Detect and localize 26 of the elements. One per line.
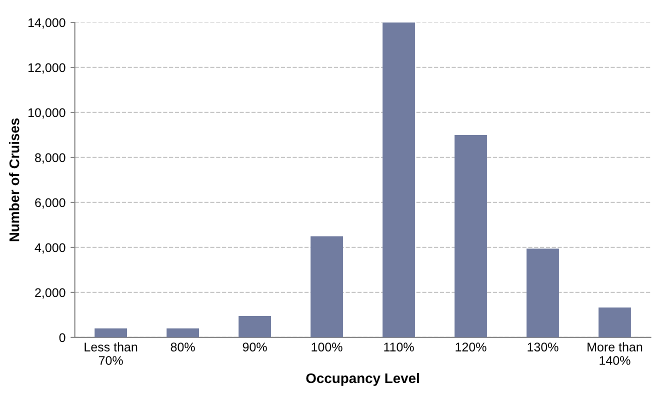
bar (94, 328, 127, 338)
y-tick-label: 12,000 (28, 63, 66, 74)
y-tick-label: 14,000 (28, 18, 66, 29)
y-tick-label: 6,000 (35, 198, 66, 209)
y-tick-label: 10,000 (28, 108, 66, 119)
y-tick-label: 8,000 (35, 153, 66, 164)
x-tick-label: 80% (170, 342, 195, 352)
x-tick-label: 100% (312, 342, 342, 352)
y-tick-label: 0 (59, 333, 66, 342)
bar (166, 328, 199, 338)
bar (238, 316, 271, 338)
x-axis-title: Occupancy Level (306, 372, 419, 386)
y-tick-label: 4,000 (34, 243, 66, 254)
y-tick-label: 2,000 (35, 288, 66, 299)
bar (526, 248, 559, 338)
x-tick-label: 110% (384, 342, 414, 352)
bar (310, 236, 343, 338)
x-tick-label: 120% (456, 342, 486, 352)
bar (454, 134, 487, 338)
bar (382, 22, 415, 338)
x-tick-label: More than 140% (588, 342, 642, 365)
x-tick-label: Less than 70% (84, 342, 138, 365)
y-axis-title: Number of Cruises (9, 118, 20, 242)
x-tick-label: 90% (242, 342, 267, 352)
x-tick-label: 130% (528, 342, 558, 352)
bar (598, 308, 631, 338)
